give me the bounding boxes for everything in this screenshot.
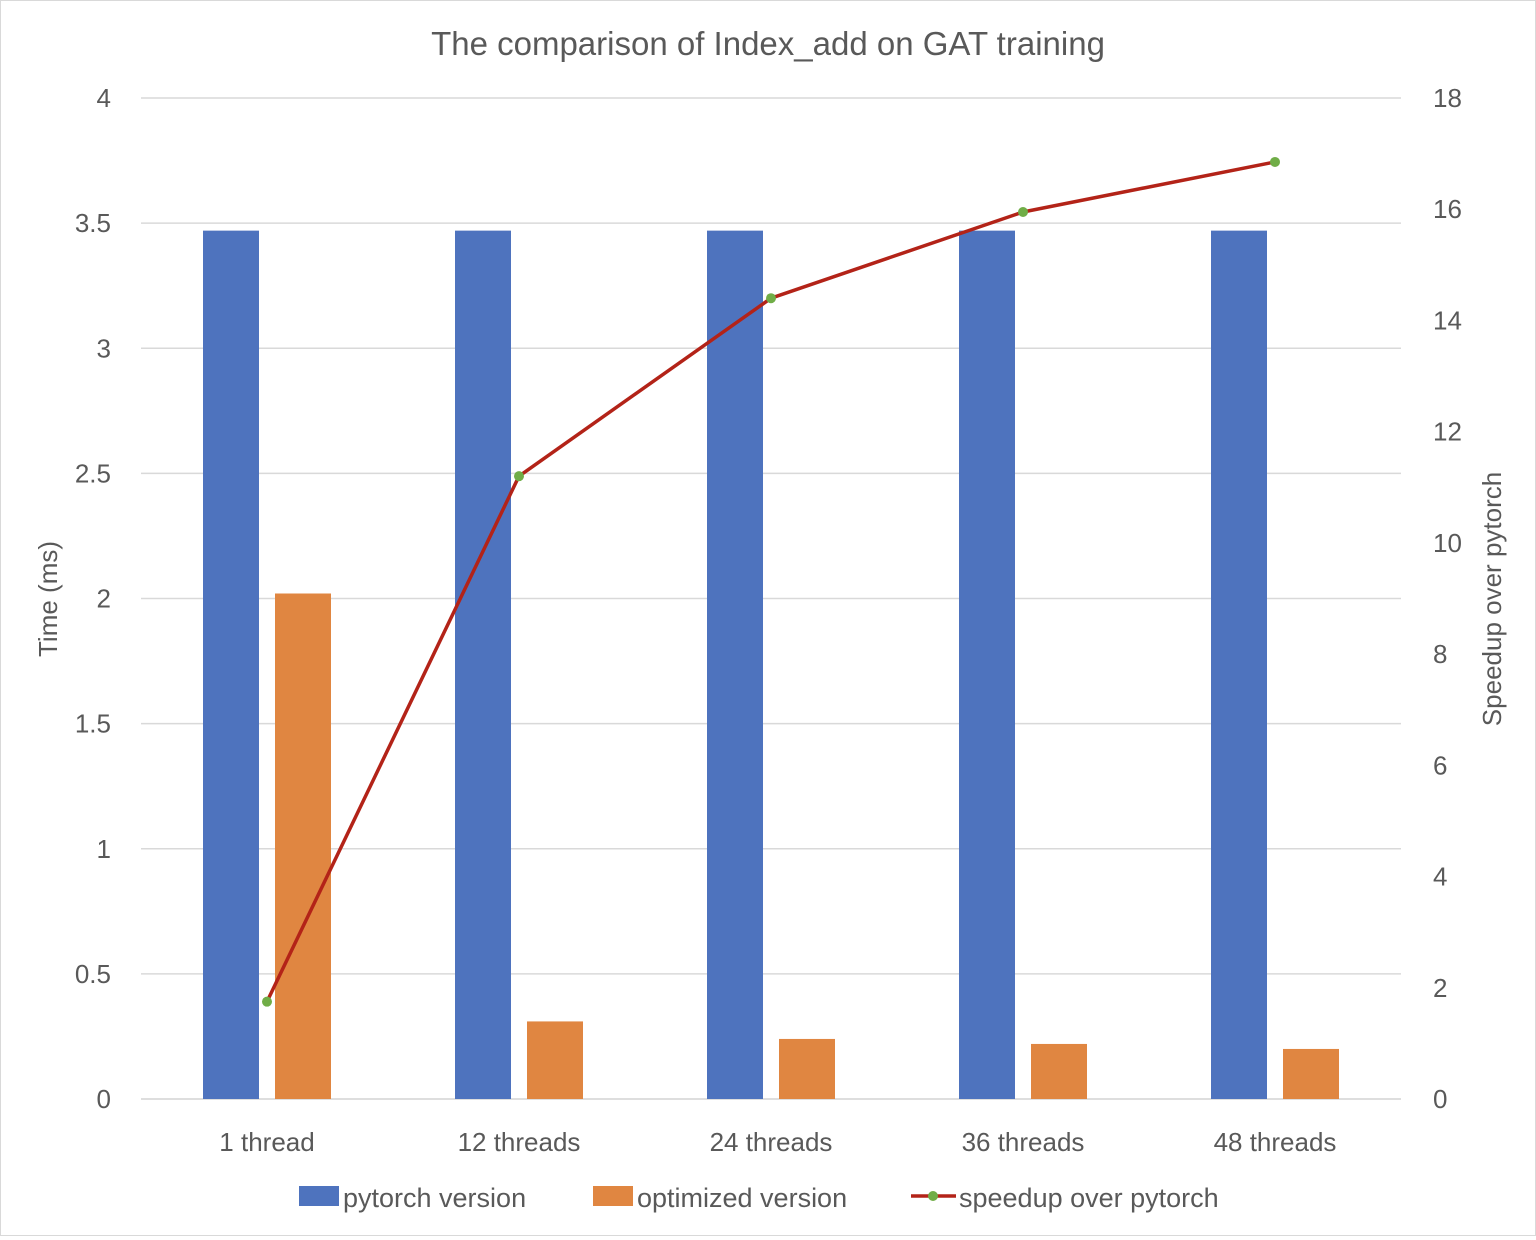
left-tick-label: 2 [97, 584, 111, 614]
category-labels: 1 thread 12 threads 24 threads 36 threads 48… [219, 1127, 1336, 1157]
left-tick-label: 2.5 [75, 458, 111, 488]
left-tick-label: 1.5 [75, 709, 111, 739]
right-tick-label: 4 [1433, 862, 1447, 892]
speedup-point [262, 996, 272, 1007]
left-tick-label: 3 [97, 333, 111, 363]
chart-title: The comparison of Index_add on GAT train… [431, 25, 1105, 62]
legend: pytorch version optimized version speedup … [299, 1183, 1219, 1213]
pytorch-bar [455, 230, 511, 1099]
right-tick-label: 0 [1433, 1084, 1447, 1114]
left-axis-label: Time (ms) [33, 541, 63, 657]
category-label: 24 threads [710, 1127, 833, 1157]
pytorch-bar [203, 230, 259, 1099]
category-label: 36 threads [962, 1127, 1085, 1157]
right-tick-label: 6 [1433, 750, 1447, 780]
legend-swatch [593, 1186, 633, 1206]
right-axis-label: Speedup over pytorch [1477, 472, 1507, 726]
left-tick-label: 0 [97, 1084, 111, 1114]
bars [203, 230, 1339, 1099]
optimized-bar [1031, 1043, 1087, 1099]
right-tick-label: 12 [1433, 417, 1462, 447]
legend-swatch [299, 1186, 339, 1206]
right-tick-label: 14 [1433, 305, 1462, 335]
right-tick-label: 2 [1433, 973, 1447, 1003]
category-label: 1 thread [219, 1127, 314, 1157]
pytorch-bar [1211, 230, 1267, 1099]
category-label: 12 threads [458, 1127, 581, 1157]
gridlines [141, 97, 1401, 1100]
speedup-point [766, 293, 776, 304]
legend-optimized-version: optimized version [593, 1183, 847, 1213]
legend-label: speedup over pytorch [959, 1183, 1219, 1213]
pytorch-bar [959, 230, 1015, 1099]
left-tick-label: 0.5 [75, 959, 111, 989]
legend-label: optimized version [637, 1183, 847, 1213]
right-tick-label: 16 [1433, 194, 1462, 224]
left-tick-label: 3.5 [75, 208, 111, 238]
legend-pytorch-version: pytorch version [299, 1183, 526, 1213]
right-tick-label: 18 [1433, 83, 1462, 113]
right-tick-label: 8 [1433, 639, 1447, 669]
optimized-bar [1283, 1048, 1339, 1099]
right-tick-label: 10 [1433, 528, 1462, 558]
pytorch-bar [707, 230, 763, 1099]
optimized-bar [779, 1038, 835, 1099]
speedup-line-series [262, 156, 1280, 1007]
legend-speedup-over-pytorch: speedup over pytorch [911, 1183, 1219, 1213]
category-label: 48 threads [1214, 1127, 1337, 1157]
speedup-line [265, 160, 1276, 1003]
speedup-point [514, 471, 524, 482]
legend-label: pytorch version [343, 1183, 526, 1213]
speedup-point [1018, 207, 1028, 218]
optimized-bar [527, 1021, 583, 1099]
right-axis-ticks: 0 2 4 6 8 10 12 14 16 18 [1433, 83, 1462, 1114]
left-tick-label: 4 [97, 83, 111, 113]
optimized-bar [275, 593, 331, 1099]
left-tick-label: 1 [97, 834, 111, 864]
legend-marker [928, 1191, 938, 1201]
left-axis-ticks: 0 0.5 1 1.5 2 2.5 3 3.5 4 [75, 83, 111, 1114]
speedup-point [1270, 156, 1280, 167]
